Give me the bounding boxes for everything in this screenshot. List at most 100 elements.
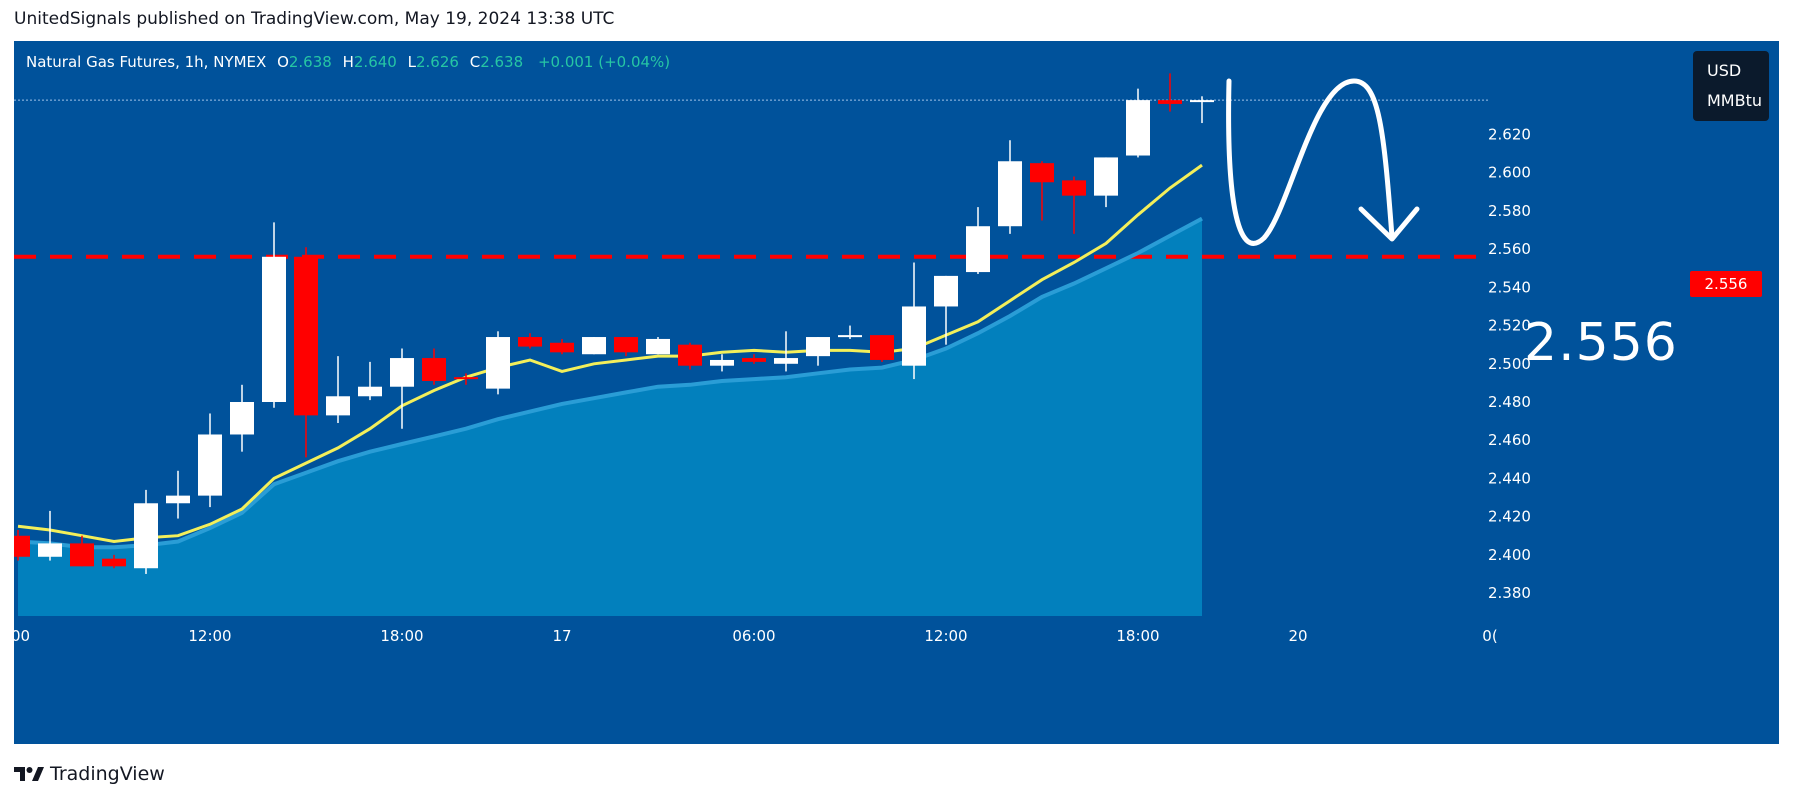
time-axis[interactable]: :00 12:00 18:00 17 06:00 12:00 18:00 20 0( bbox=[14, 627, 1498, 645]
candle[interactable] bbox=[646, 337, 670, 355]
tradingview-logo-icon bbox=[14, 767, 44, 781]
price-tick-label: 2.380 bbox=[1488, 584, 1531, 602]
candle[interactable] bbox=[1030, 161, 1054, 221]
legend-symbol: Natural Gas Futures, 1h, NYMEX bbox=[26, 53, 267, 71]
candle-body bbox=[102, 558, 126, 567]
unit-label: MMBtu bbox=[1707, 91, 1762, 110]
candle-body bbox=[614, 337, 638, 353]
candle[interactable] bbox=[1062, 176, 1086, 234]
candle[interactable] bbox=[678, 342, 702, 370]
candle[interactable] bbox=[198, 413, 222, 508]
candle-body bbox=[358, 386, 382, 397]
published-line: UnitedSignals published on TradingView.c… bbox=[14, 9, 615, 29]
legend-high-label: H bbox=[342, 53, 354, 71]
candle[interactable] bbox=[710, 354, 734, 372]
currency-label: USD bbox=[1707, 61, 1742, 80]
time-tick-label: 20 bbox=[1288, 627, 1307, 645]
price-tick-label: 2.480 bbox=[1488, 393, 1531, 411]
candle-body bbox=[838, 335, 862, 338]
candle-body bbox=[326, 396, 350, 416]
candle-body bbox=[998, 161, 1022, 227]
candle[interactable] bbox=[422, 348, 446, 385]
candle[interactable] bbox=[230, 384, 254, 452]
legend-open-label: O bbox=[277, 53, 289, 71]
candle-body bbox=[1126, 100, 1150, 156]
ema-slow-line bbox=[17, 216, 1203, 550]
tradingview-brand[interactable]: TradingView bbox=[14, 762, 165, 786]
legend-low-value: 2.626 bbox=[415, 53, 459, 71]
candle[interactable] bbox=[454, 373, 478, 385]
price-tick-label: 2.500 bbox=[1488, 355, 1531, 373]
candle[interactable] bbox=[742, 354, 766, 364]
candle[interactable] bbox=[902, 262, 926, 380]
candle[interactable] bbox=[1190, 96, 1214, 124]
candle[interactable] bbox=[358, 361, 382, 401]
candle-body bbox=[134, 503, 158, 569]
legend-close-label: C bbox=[469, 53, 481, 71]
candle[interactable] bbox=[134, 489, 158, 574]
candle-body bbox=[294, 256, 318, 416]
candle[interactable] bbox=[14, 530, 30, 561]
candle-body bbox=[230, 402, 254, 435]
candle[interactable] bbox=[102, 554, 126, 569]
currency-unit-selector[interactable]: USD MMBtu bbox=[1693, 51, 1769, 121]
candle-body bbox=[1190, 100, 1214, 103]
candle-body bbox=[902, 306, 926, 366]
candle-body bbox=[966, 226, 990, 273]
symbol-legend: Natural Gas Futures, 1h, NYMEX O2.638 H2… bbox=[26, 53, 670, 71]
candle[interactable] bbox=[550, 338, 574, 355]
price-axis[interactable]: 2.380 2.400 2.420 2.440 2.460 2.480 2.500 2.520… bbox=[1488, 126, 1531, 603]
candle-body bbox=[14, 535, 30, 557]
candle-body bbox=[550, 342, 574, 353]
candle-body bbox=[742, 358, 766, 362]
candle[interactable] bbox=[1158, 73, 1182, 112]
candle[interactable] bbox=[1126, 88, 1150, 158]
candle-body bbox=[38, 543, 62, 557]
candle[interactable] bbox=[838, 325, 862, 339]
candle[interactable] bbox=[934, 275, 958, 345]
candle[interactable] bbox=[486, 331, 510, 395]
candle[interactable] bbox=[294, 247, 318, 458]
candle-body bbox=[262, 256, 286, 402]
candle-body bbox=[870, 335, 894, 360]
candle[interactable] bbox=[166, 470, 190, 519]
candle[interactable] bbox=[1094, 157, 1118, 208]
candle-body bbox=[486, 337, 510, 389]
time-tick-label: 18:00 bbox=[380, 627, 423, 645]
candle[interactable] bbox=[390, 348, 414, 429]
legend-change: +0.001 (+0.04%) bbox=[537, 53, 671, 71]
candle-body bbox=[774, 358, 798, 364]
candle[interactable] bbox=[614, 337, 638, 357]
time-tick-label: 17 bbox=[552, 627, 571, 645]
candle[interactable] bbox=[774, 331, 798, 372]
candle[interactable] bbox=[966, 207, 990, 274]
legend-low-label: L bbox=[407, 53, 416, 71]
candle[interactable] bbox=[326, 356, 350, 424]
candle[interactable] bbox=[262, 222, 286, 408]
candle-body bbox=[1030, 163, 1054, 183]
time-tick-label: 12:00 bbox=[188, 627, 231, 645]
time-tick-label: 06:00 bbox=[732, 627, 775, 645]
ema-area-layer bbox=[18, 218, 1202, 616]
candle[interactable] bbox=[582, 337, 606, 355]
candle[interactable] bbox=[998, 140, 1022, 234]
price-tick-label: 2.420 bbox=[1488, 508, 1531, 526]
price-tick-label: 2.520 bbox=[1488, 317, 1531, 335]
candle-body bbox=[1158, 100, 1182, 104]
chart-svg[interactable]: 2.380 2.400 2.420 2.440 2.460 2.480 2.500 2.520… bbox=[14, 41, 1779, 744]
level-annotation: 2.556 bbox=[1524, 313, 1678, 373]
candle-body bbox=[70, 543, 94, 567]
candle[interactable] bbox=[870, 335, 894, 362]
candle-body bbox=[806, 337, 830, 357]
time-tick-label: 18:00 bbox=[1116, 627, 1159, 645]
ema-area-fill bbox=[18, 218, 1202, 616]
candle[interactable] bbox=[70, 535, 94, 567]
price-tick-label: 2.440 bbox=[1488, 469, 1531, 487]
candle[interactable] bbox=[38, 510, 62, 561]
time-tick-label: 12:00 bbox=[924, 627, 967, 645]
candle-body bbox=[166, 495, 190, 504]
candle[interactable] bbox=[518, 333, 542, 349]
chart-area[interactable]: 2.380 2.400 2.420 2.440 2.460 2.480 2.500 2.520… bbox=[14, 41, 1779, 744]
candles-layer[interactable] bbox=[14, 73, 1214, 574]
candle[interactable] bbox=[806, 337, 830, 366]
